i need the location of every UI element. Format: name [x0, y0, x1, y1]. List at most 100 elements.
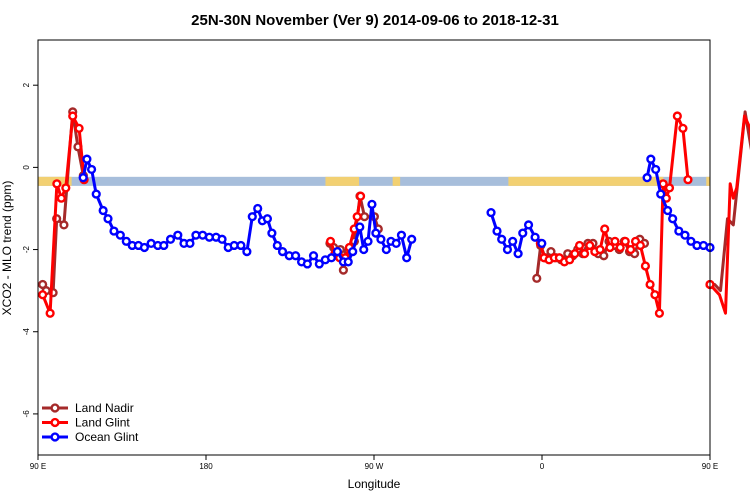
data-point — [332, 247, 343, 257]
data-point — [570, 249, 580, 259]
data-point — [615, 242, 625, 253]
data-point — [492, 226, 502, 236]
x-axis-label: Longitude — [348, 477, 401, 491]
x-axis: 90 E 180 90 W 0 90 E — [30, 455, 718, 471]
land-band-3 — [508, 176, 664, 186]
legend-marker — [50, 403, 60, 413]
data-point — [98, 205, 108, 216]
data-point — [686, 236, 696, 246]
data-point — [91, 189, 101, 199]
x-tick-label: 180 — [199, 462, 213, 471]
data-point — [600, 224, 610, 234]
data-point — [121, 236, 131, 246]
legend-item: Ocean Glint — [42, 430, 139, 444]
data-point — [635, 240, 645, 251]
data-point — [217, 234, 227, 244]
data-point — [650, 290, 660, 300]
data-point — [668, 214, 678, 224]
land-band-4 — [706, 176, 710, 186]
data-point — [574, 240, 585, 251]
land-band-1 — [325, 176, 360, 186]
y-axis: 2 0 -2 -4 -6 — [22, 82, 38, 417]
data-point — [159, 240, 169, 251]
data-point — [672, 111, 682, 121]
data-point — [86, 164, 97, 175]
legend-label: Ocean Glint — [75, 430, 139, 444]
data-point — [497, 234, 507, 244]
data-point — [326, 253, 337, 263]
chart-title: 25N-30N November (Ver 9) 2014-09-06 to 2… — [191, 12, 559, 29]
y-tick-label: -6 — [22, 410, 31, 418]
data-point — [513, 249, 523, 259]
data-point — [363, 236, 373, 246]
data-point — [371, 228, 381, 238]
data-point — [523, 220, 534, 230]
data-point — [68, 111, 78, 121]
land-band-2 — [392, 176, 401, 186]
x-tick-label: 90 W — [365, 462, 384, 471]
y-tick-label: 0 — [22, 165, 31, 170]
data-point — [78, 173, 88, 183]
data-point — [642, 173, 652, 183]
data-point — [52, 179, 62, 189]
legend-marker — [50, 432, 60, 442]
data-point — [610, 236, 620, 246]
data-point — [678, 123, 688, 133]
data-point — [683, 175, 693, 185]
data-point — [620, 236, 630, 246]
data-point — [325, 236, 336, 246]
data-point — [343, 257, 353, 267]
data-point — [82, 154, 92, 164]
data-point — [402, 253, 412, 263]
data-point — [376, 234, 386, 244]
data-point — [247, 212, 257, 222]
data-point — [242, 247, 252, 257]
x-tick-label: 0 — [540, 462, 545, 471]
data-point — [508, 236, 518, 246]
y-tick-label: -4 — [22, 328, 31, 336]
data-point — [74, 123, 84, 133]
data-point — [173, 230, 183, 240]
x-tick-label: 90 E — [702, 462, 718, 471]
data-point — [674, 226, 684, 236]
data-point — [502, 244, 513, 255]
data-point — [530, 232, 540, 242]
data-point — [518, 228, 528, 238]
land-sea-bar — [38, 176, 710, 186]
data-point — [396, 230, 407, 240]
legend-label: Land Nadir — [75, 401, 134, 415]
data-point — [314, 259, 324, 269]
data-point — [646, 154, 656, 164]
series-line — [708, 114, 750, 315]
series-land-glint — [38, 111, 750, 318]
data-point — [585, 240, 595, 251]
y-axis-label: XCO2 - MLO trend (ppm) — [0, 181, 14, 316]
data-point — [109, 226, 119, 236]
data-point — [532, 273, 542, 283]
data-point — [626, 244, 636, 255]
data-point — [355, 191, 366, 201]
data-point — [486, 207, 496, 218]
data-point — [38, 290, 48, 300]
data-point — [640, 261, 651, 271]
data-point — [45, 308, 55, 318]
data-point — [59, 220, 69, 230]
data-point — [352, 212, 362, 222]
data-point — [605, 242, 615, 253]
data-point — [185, 238, 195, 248]
y-tick-label: -2 — [22, 245, 31, 253]
ocean-band — [38, 176, 710, 186]
x-tick-label: 90 E — [30, 462, 46, 471]
data-point — [348, 247, 358, 257]
data-point — [664, 183, 675, 193]
data-point — [139, 242, 150, 253]
data-point — [565, 255, 575, 265]
data-point — [407, 234, 417, 244]
y-tick-label: 2 — [22, 82, 31, 87]
data-point — [338, 265, 348, 275]
data-point — [645, 279, 655, 290]
data-point — [103, 214, 113, 224]
legend-item: Land Glint — [42, 416, 130, 430]
data-point — [262, 214, 273, 224]
